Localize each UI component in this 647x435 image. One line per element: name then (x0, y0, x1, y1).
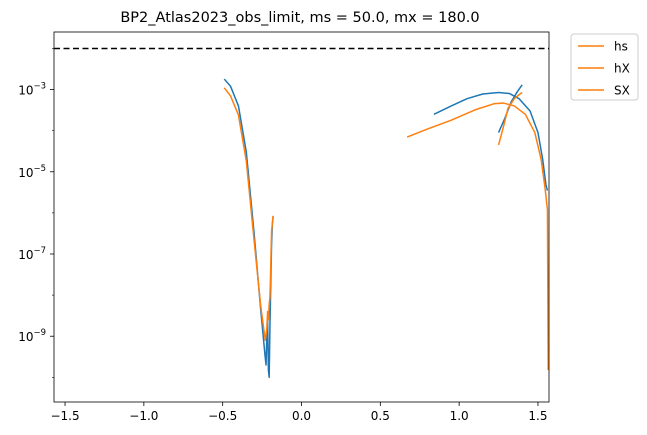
x-tick-label: 0.0 (292, 409, 311, 423)
x-tick-label: −0.5 (208, 409, 237, 423)
legend-label: hX (614, 62, 630, 76)
x-tick-label: −1.5 (50, 409, 79, 423)
y-tick-label: 10−5 (18, 164, 46, 180)
y-tick-label: 10−3 (18, 82, 46, 98)
x-tick-label: −1.0 (129, 409, 158, 423)
series-1-line-0 (223, 87, 274, 341)
legend-box (570, 33, 639, 101)
y-tick-label: 10−7 (18, 246, 46, 262)
series-1-line-1 (406, 102, 549, 371)
x-tick-label: 1.0 (450, 409, 469, 423)
legend: hs hX SX (570, 33, 639, 101)
x-tick-label: 0.5 (371, 409, 390, 423)
legend-label: SX (614, 84, 630, 98)
series-1-line-2 (497, 91, 523, 146)
y-tick-label: 10−9 (18, 328, 46, 344)
x-tick-label: 1.5 (528, 409, 547, 423)
y-axis: 10−9 10−7 10−5 10−3 (18, 48, 54, 378)
chart-title: BP2_Atlas2023_obs_limit, ms = 50.0, mx =… (120, 10, 479, 26)
series-0-line-2 (497, 84, 523, 133)
legend-label: hs (614, 40, 628, 54)
axes-frame (53, 31, 550, 403)
x-axis: −1.5 −1.0 −0.5 0.0 0.5 1.0 1.5 (50, 402, 548, 423)
plot-area (54, 47, 549, 379)
series-0-line-1 (433, 91, 549, 191)
